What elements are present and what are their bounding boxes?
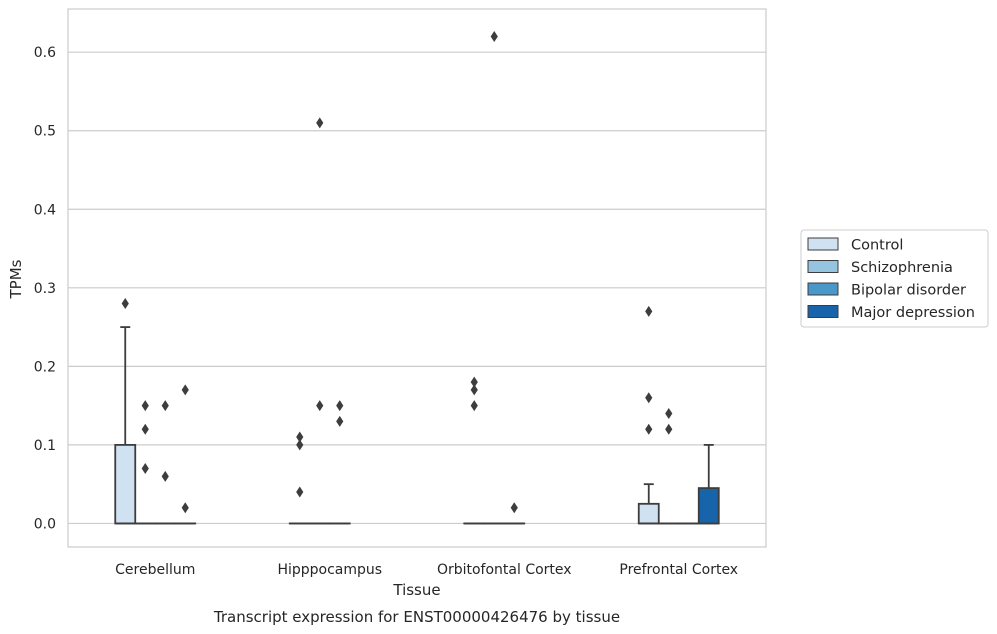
box-body [114, 443, 137, 525]
legend-swatch [807, 305, 839, 318]
box-major-depression [174, 384, 197, 525]
y-tick-label: 0.4 [34, 202, 56, 218]
box-body [637, 502, 660, 525]
chart-title: Transcript expression for ENST0000042647… [213, 608, 620, 626]
box-schizophrenia [657, 407, 680, 525]
outlier-point [296, 486, 304, 498]
x-tick-label: Cerebellum [115, 562, 195, 578]
plot-frame [67, 8, 767, 548]
outlier-point [336, 415, 344, 427]
outlier-point [470, 384, 478, 396]
y-tick-label: 0.3 [34, 281, 56, 297]
legend-swatch [807, 282, 839, 296]
legend: Control Schizophrenia Bipolar disorder Majo… [800, 229, 989, 328]
x-tick-label: Orbitofontal Cortex [437, 562, 572, 578]
box-control [114, 298, 137, 525]
x-axis-label: Tissue [392, 581, 440, 599]
y-axis-label: TPMs [7, 259, 25, 299]
outlier-point [141, 400, 149, 412]
outlier-point [141, 462, 149, 474]
outlier-point [316, 400, 324, 412]
legend-swatch [807, 260, 839, 273]
boxes [114, 30, 720, 525]
outlier-point [296, 431, 304, 443]
box-schizophrenia [483, 30, 506, 525]
outlier-point [490, 30, 498, 42]
y-tick-labels: 0.0 0.1 0.2 0.3 0.4 0.5 0.6 [34, 45, 56, 532]
box-control [288, 431, 311, 525]
outlier-point [470, 376, 478, 388]
y-tick-label: 0.6 [34, 45, 56, 61]
outlier-point [121, 298, 129, 310]
x-tick-labels: Cerebellum Hipppocampus Orbitofontal Corte… [115, 562, 738, 578]
y-tick-label: 0.5 [34, 124, 56, 140]
outlier-point [665, 423, 673, 435]
y-tick-label: 0.2 [34, 359, 56, 375]
box-control [637, 305, 660, 525]
outlier-point [336, 400, 344, 412]
outlier-point [296, 439, 304, 451]
box-bipolar-disorder [328, 400, 351, 525]
box-schizophrenia [134, 400, 157, 525]
outlier-point [161, 400, 169, 412]
outlier-point [316, 117, 324, 129]
outlier-point [181, 502, 189, 514]
legend-entry: Schizophrenia [851, 260, 953, 276]
legend-swatch [807, 237, 839, 251]
legend-entry: Bipolar disorder [851, 283, 966, 299]
x-tick-label: Prefrontal Cortex [619, 562, 738, 578]
outlier-point [645, 423, 653, 435]
y-tick-label: 0.1 [34, 438, 56, 454]
outlier-point [510, 502, 518, 514]
outlier-point [161, 470, 169, 482]
outlier-point [645, 305, 653, 317]
box-control [463, 376, 486, 525]
box-schizophrenia [308, 117, 331, 525]
gridlines [68, 51, 766, 525]
box-bipolar-disorder [154, 400, 177, 525]
box-major-depression [697, 443, 720, 525]
box-bipolar-disorder [503, 502, 526, 525]
outlier-point [181, 384, 189, 396]
outlier-point [645, 392, 653, 404]
outlier-point [141, 423, 149, 435]
y-tick-label: 0.0 [34, 516, 56, 532]
outlier-point [470, 400, 478, 412]
legend-entry: Major depression [851, 305, 975, 321]
box-body [697, 487, 720, 525]
legend-entry: Control [851, 238, 903, 254]
outlier-point [665, 407, 673, 419]
legend-frame [800, 229, 989, 328]
x-tick-label: Hipppocampus [277, 562, 382, 578]
